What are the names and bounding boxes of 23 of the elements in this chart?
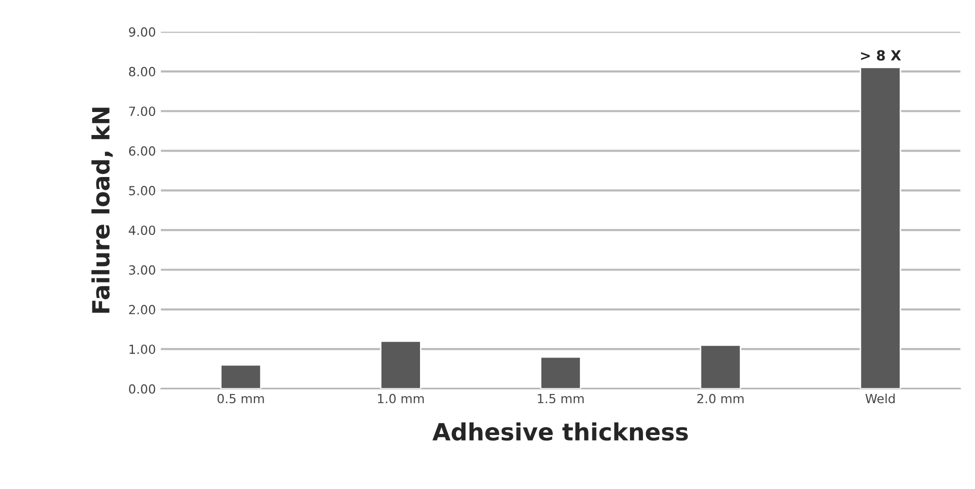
y-tick-label: 3.00 [129, 265, 156, 275]
x-tick-label: Weld [865, 394, 895, 404]
bar [220, 364, 262, 389]
bar [860, 66, 902, 389]
bar [380, 340, 422, 389]
y-tick-label: 0.00 [129, 384, 156, 394]
x-axis-title: Adhesive thickness [432, 422, 688, 441]
y-tick-label: 4.00 [128, 226, 156, 236]
y-tick-label: 1.00 [130, 344, 156, 354]
x-tick-label: 1.5 mm [538, 394, 584, 404]
x-tick-label: 0.5 mm [218, 394, 264, 404]
y-tick-label: 5.00 [129, 186, 156, 196]
annotation: > 8 X [861, 50, 901, 61]
y-tick-label: 7.00 [129, 106, 156, 116]
y-tick-label: 2.00 [129, 304, 156, 314]
x-tick-label: 2.0 mm [697, 394, 744, 404]
bar [540, 356, 582, 389]
y-axis-title: Failure load, kN [91, 108, 113, 313]
bar [700, 344, 742, 389]
x-tick-label: 1.0 mm [378, 394, 424, 404]
y-tick-label: 8.00 [129, 66, 156, 76]
y-tick-label: 6.00 [129, 146, 156, 156]
y-tick-label: 9.00 [128, 27, 156, 37]
